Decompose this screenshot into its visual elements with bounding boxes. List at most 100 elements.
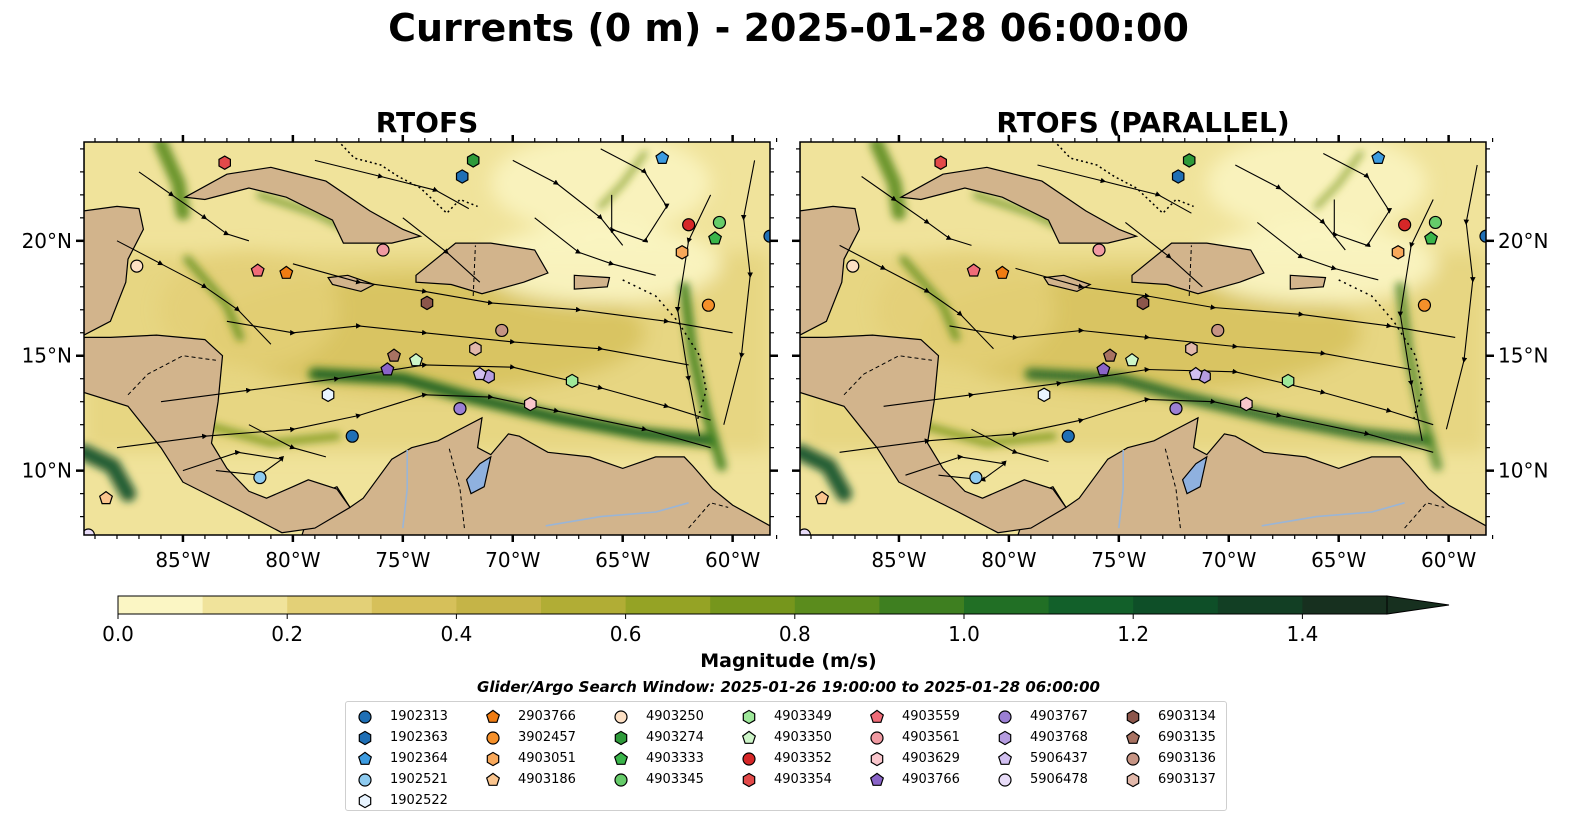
lon-tick-label: 80°W — [981, 548, 1036, 572]
platform-marker — [1061, 429, 1075, 443]
platform-marker — [1417, 298, 1432, 312]
colorbar-extend-triangle — [1386, 595, 1450, 615]
legend-column: 4903349 4903350 4903352 4903354 — [738, 706, 832, 790]
colorbar-tick-label: 0.4 — [440, 622, 472, 646]
legend-label: 6903136 — [1158, 751, 1216, 766]
panel-title-rtofs: RTOFS — [376, 106, 479, 139]
river — [1261, 502, 1405, 527]
streamline — [314, 159, 470, 210]
legend-item: 4903768 — [994, 727, 1088, 748]
legend-label: 6903135 — [1158, 730, 1216, 745]
colorbar-segment — [1048, 596, 1134, 614]
legend-item: 1902313 — [354, 706, 448, 727]
platform-marker — [345, 429, 359, 443]
colorbar-segment — [1302, 596, 1388, 614]
legend-marker — [741, 730, 757, 744]
platform-marker — [524, 396, 537, 412]
legend-marker — [742, 772, 756, 787]
circle-marker-icon — [998, 772, 1012, 787]
hexagon-marker-icon — [742, 709, 756, 724]
platform-marker — [1211, 323, 1225, 338]
legend-marker — [485, 709, 501, 723]
map-axes: 85°W 80°W 75°W 70°W 65°W 60°W 20°N 15°N 10°N — [22, 135, 778, 572]
map-figure: RTOFS RTOFS (PARALLEL) 85°W 80°W 75°W 70°W 6… — [22, 106, 1549, 646]
legend-label: 1902363 — [390, 730, 448, 745]
lon-tick-label: 65°W — [1311, 548, 1366, 572]
platform-marker — [701, 298, 716, 312]
legend-marker — [742, 751, 756, 766]
colorbar-segment — [287, 596, 373, 614]
hexagon-marker-icon — [358, 793, 372, 808]
legend-marker — [613, 751, 629, 765]
lon-tick-label: 75°W — [1091, 548, 1146, 572]
platform-marker — [655, 150, 670, 164]
platform-marker — [1188, 366, 1203, 381]
legend-label: 4903629 — [902, 751, 960, 766]
platform-marker — [708, 231, 723, 245]
platform-markers — [84, 150, 770, 535]
hexagon-marker-icon — [486, 751, 500, 766]
legend-label: 4903051 — [518, 751, 576, 766]
streamline — [1256, 221, 1379, 281]
streamline — [949, 325, 1412, 371]
platform-marker — [376, 243, 390, 257]
platform-marker — [279, 265, 294, 279]
legend-label: 4903767 — [1030, 709, 1088, 724]
pentagon-marker-icon — [1125, 730, 1141, 744]
legend-label: 4903274 — [646, 730, 704, 745]
pentagon-marker-icon — [613, 751, 629, 765]
legend-item: 6903134 — [1122, 706, 1216, 727]
legend-marker — [869, 772, 885, 786]
pentagon-marker-icon — [997, 751, 1013, 765]
legend-item: 6903136 — [1122, 748, 1216, 769]
platform-marker — [675, 245, 689, 260]
map-panel-rtofs-parallel: 85°W 80°W 75°W 70°W 65°W 60°W 20°N 15°N 10°N — [792, 135, 1548, 572]
platform-marker — [386, 348, 402, 362]
platform-marker — [1398, 218, 1412, 232]
lon-tick-label: 80°W — [265, 548, 320, 572]
platform-marker — [1171, 169, 1185, 184]
legend-column: 2903766 3902457 4903051 4903186 — [482, 706, 576, 790]
legend-label: 3902457 — [518, 730, 576, 745]
panel-title-rtofs-parallel: RTOFS (PARALLEL) — [996, 106, 1289, 139]
legend-marker — [358, 772, 372, 787]
streamline — [1445, 164, 1478, 430]
platform-marker — [1428, 215, 1443, 230]
legend-marker — [1126, 709, 1140, 724]
platform-marker — [1102, 348, 1118, 362]
pentagon-marker-icon — [741, 730, 757, 744]
platform-marker — [1037, 387, 1051, 403]
legend-marker — [357, 751, 373, 765]
platform-marker — [455, 169, 469, 184]
lon-tick-label: 65°W — [595, 548, 650, 572]
legend-item: 5906478 — [994, 769, 1088, 790]
legend-item: 4903561 — [866, 727, 960, 748]
streamline — [182, 449, 284, 478]
legend-item: 4903250 — [610, 706, 704, 727]
lake-maracaibo — [465, 455, 492, 495]
platform-marker — [1169, 401, 1183, 416]
legend-marker — [614, 730, 628, 745]
legend-item: 1902364 — [354, 748, 448, 769]
national-border — [843, 355, 932, 396]
lat-tick-label: 20°N — [22, 229, 72, 253]
legend-item: 4903766 — [866, 769, 960, 790]
national-border — [127, 355, 216, 396]
legend-marker — [998, 730, 1012, 745]
platform-marker — [995, 265, 1010, 279]
platform-marker — [453, 401, 467, 416]
circle-marker-icon — [358, 772, 372, 787]
hexagon-marker-icon — [1126, 772, 1140, 787]
colorbar-tick-label: 0.6 — [610, 622, 642, 646]
legend-item: 6903137 — [1122, 769, 1216, 790]
pentagon-marker-icon — [357, 751, 373, 765]
legend-marker — [1126, 772, 1140, 787]
platform-marker — [1092, 243, 1106, 257]
colorbar-segment — [794, 596, 880, 614]
legend-item: 4903350 — [738, 727, 832, 748]
legend-marker — [614, 709, 628, 724]
legend-item: 4903767 — [994, 706, 1088, 727]
streamline — [1037, 164, 1192, 214]
legend-label: 6903137 — [1158, 772, 1216, 787]
platform-marker — [934, 155, 947, 170]
